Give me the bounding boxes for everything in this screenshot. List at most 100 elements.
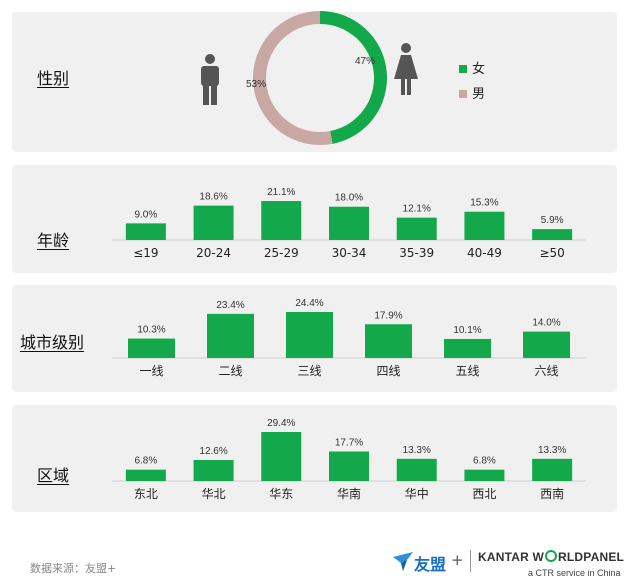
data-label-华南: 17.7%: [335, 438, 363, 449]
tick-label-30-34: 30-34: [332, 246, 367, 260]
bar-华东: [261, 432, 302, 481]
tick-label-40-49: 40-49: [467, 246, 502, 260]
bar-华中: [396, 458, 437, 481]
kantar-wordmark-left: KANTAR W: [478, 550, 545, 564]
female-dress: [394, 55, 418, 79]
brand-divider: [470, 550, 471, 572]
age-panel: [12, 165, 617, 273]
data-label-≤19: 9.0%: [134, 209, 157, 220]
bar-20-24: [193, 205, 234, 240]
bar-华北: [193, 460, 234, 481]
bar-≥50: [532, 229, 573, 240]
city-bar-chart: 10.3% 一线 23.4% 二线 24.4% 三线 17.9% 四线 10.1% 五线 14.0%…: [112, 298, 586, 378]
female-leg-left: [401, 79, 405, 95]
bar-40-49: [464, 211, 505, 240]
female-leg-right: [407, 79, 411, 95]
bar-西北: [464, 469, 505, 481]
tick-label-华南: 华南: [337, 486, 361, 501]
male-leg-left: [203, 84, 209, 105]
region-panel: [12, 405, 617, 512]
bar-六线: [523, 331, 570, 358]
umeng-bird-icon: [393, 552, 413, 571]
tick-label-25-29: 25-29: [264, 246, 299, 260]
tick-label-二线: 二线: [218, 364, 242, 378]
kantar-o-icon: [545, 550, 558, 562]
tick-label-东北: 东北: [134, 487, 158, 501]
region-title: 区域: [37, 466, 70, 485]
region-bar-chart: 6.8% 东北 12.6% 华北 29.4% 华东 17.7% 华南 13.3% 华中 6.8% 西北…: [112, 418, 586, 501]
tick-label-四线: 四线: [376, 364, 400, 378]
tick-label-六线: 六线: [534, 364, 558, 378]
female-head: [401, 43, 411, 53]
bar-≤19: [125, 223, 166, 240]
data-label-东北: 6.8%: [134, 456, 157, 467]
bar-四线: [365, 324, 412, 358]
data-label-三线: 24.4%: [295, 298, 323, 309]
tick-label-西北: 西北: [472, 487, 496, 501]
tick-label-西南: 西南: [540, 486, 564, 501]
tick-label-三线: 三线: [297, 364, 321, 378]
tick-label-20-24: 20-24: [196, 246, 231, 260]
bar-西南: [532, 458, 573, 481]
bar-30-34: [329, 206, 369, 240]
bar-东北: [125, 469, 166, 481]
bar-五线: [444, 338, 491, 358]
gender-panel: [12, 12, 617, 152]
donut-label-female: 47%: [355, 56, 375, 67]
ctr-tagline: a CTR service in China: [528, 568, 621, 578]
data-label-二线: 23.4%: [216, 300, 244, 311]
kantar-wordmark-right: RLDPANEL: [558, 550, 625, 564]
male-head: [205, 54, 215, 64]
legend-swatch-male: [459, 90, 467, 98]
data-label-20-24: 18.6%: [199, 192, 227, 203]
data-label-华中: 13.3%: [403, 445, 431, 456]
data-label-一线: 10.3%: [137, 325, 165, 336]
bar-25-29: [261, 201, 302, 240]
umeng-logo: 友盟 +: [392, 549, 464, 574]
data-label-30-34: 18.0%: [335, 193, 363, 204]
bar-华南: [329, 451, 369, 481]
bar-二线: [207, 313, 254, 358]
data-source-note: 数据来源：友盟+: [30, 562, 117, 575]
data-label-40-49: 15.3%: [470, 198, 498, 209]
data-label-四线: 17.9%: [374, 310, 402, 321]
tick-label-≤19: ≤19: [133, 246, 158, 260]
data-label-华北: 12.6%: [199, 446, 227, 457]
umeng-wordmark: 友盟: [414, 555, 447, 574]
gender-title: 性别: [37, 69, 70, 88]
tick-label-五线: 五线: [455, 364, 479, 378]
data-label-西南: 13.3%: [538, 445, 566, 456]
data-label-五线: 10.1%: [453, 325, 481, 336]
bar-35-39: [396, 217, 437, 240]
gender-donut-chart: 47% 53% 女男: [201, 11, 485, 145]
male-torso: [201, 66, 219, 86]
donut-label-male: 53%: [246, 79, 266, 90]
male-person-icon: [201, 54, 219, 105]
kantar-logo: KANTAR W RLDPANEL a CTR service in China: [478, 550, 628, 582]
data-label-≥50: 5.9%: [541, 215, 564, 226]
city-title: 城市级别: [20, 333, 85, 352]
male-leg-right: [211, 84, 217, 105]
data-label-华东: 29.4%: [267, 418, 295, 429]
legend-swatch-female: [459, 65, 467, 73]
umeng-plus: +: [451, 551, 464, 569]
data-label-六线: 14.0%: [532, 318, 560, 329]
tick-label-一线: 一线: [139, 364, 163, 378]
donut-slice-male: [252, 11, 333, 145]
tick-label-华北: 华北: [202, 487, 226, 501]
donut-slice-female: [320, 11, 387, 144]
bar-三线: [286, 312, 333, 358]
tick-label-35-39: 35-39: [399, 246, 434, 260]
data-label-35-39: 12.1%: [403, 204, 431, 215]
data-label-西北: 6.8%: [473, 456, 496, 467]
tick-label-≥50: ≥50: [539, 246, 564, 260]
tick-label-华东: 华东: [269, 487, 293, 501]
age-title: 年龄: [37, 231, 70, 250]
bar-一线: [128, 338, 175, 358]
legend-label-female: 女: [472, 61, 485, 77]
age-bar-chart: 9.0% ≤19 18.6% 20-24 21.1% 25-29 18.0% 30-34 12.…: [112, 187, 586, 260]
legend-label-male: 男: [472, 87, 485, 102]
tick-label-华中: 华中: [405, 486, 429, 501]
female-person-icon: [394, 43, 418, 95]
